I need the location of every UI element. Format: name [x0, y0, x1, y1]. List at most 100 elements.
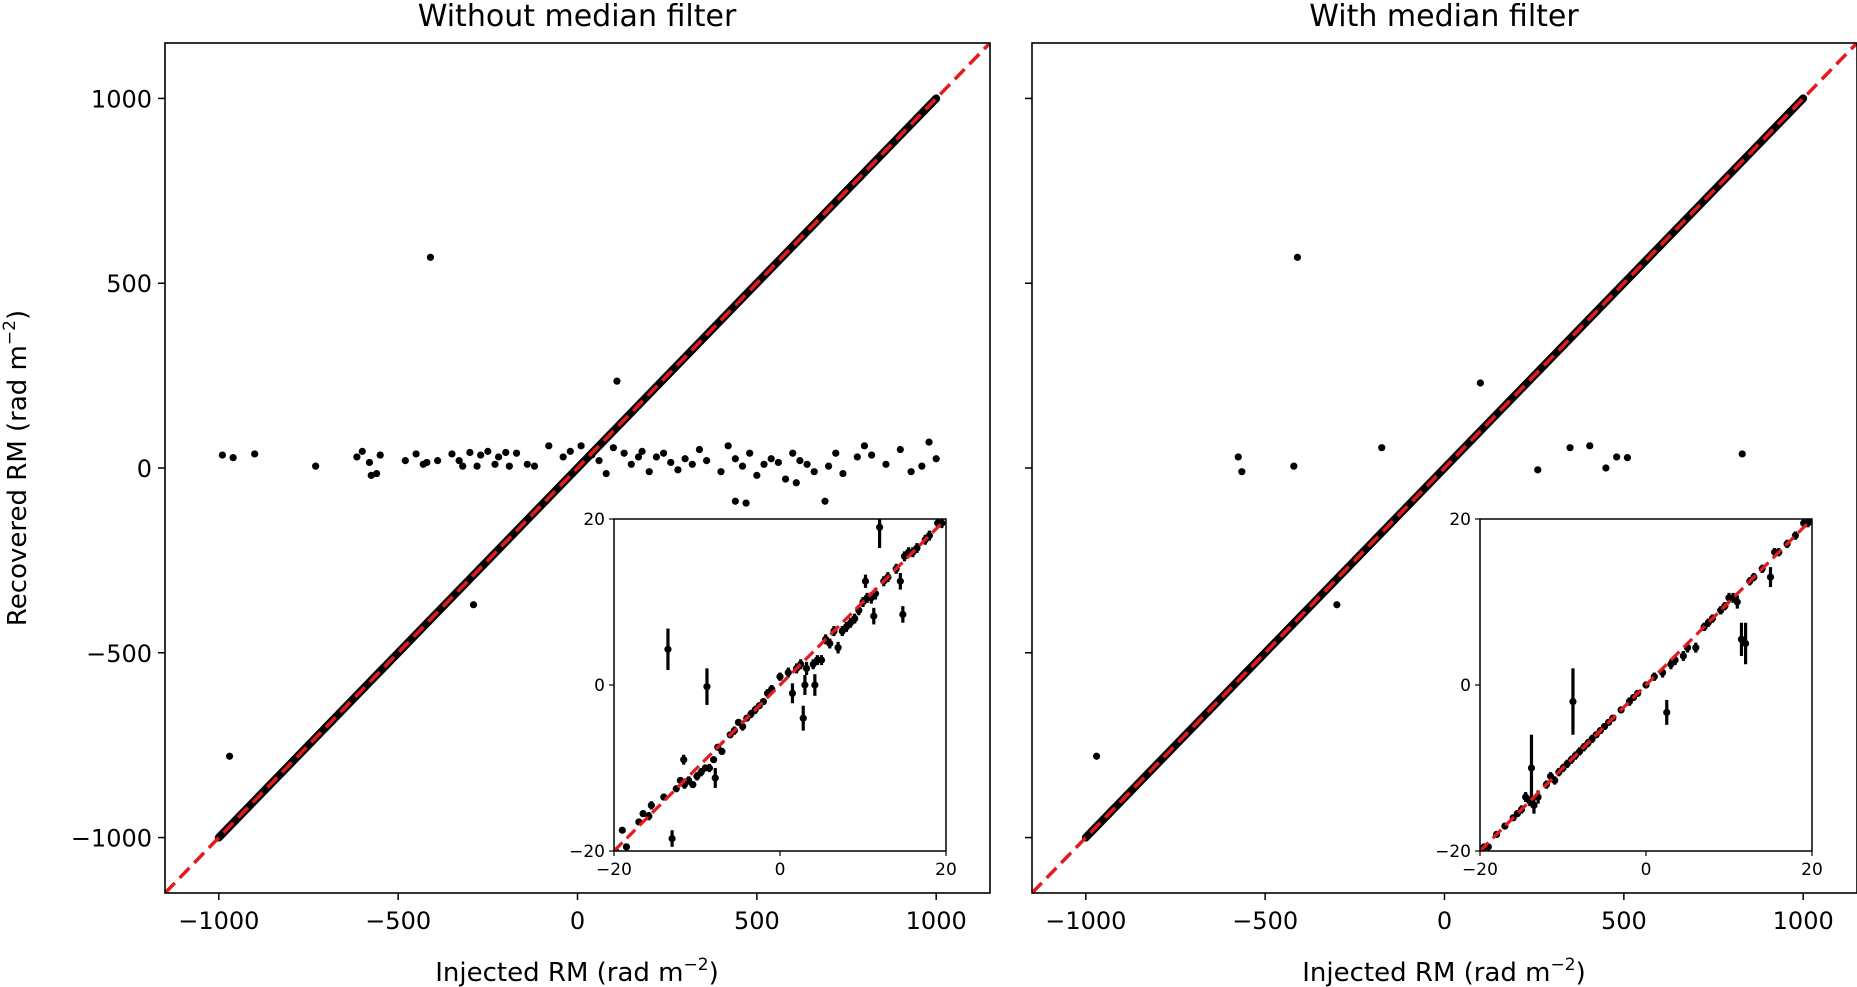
left-outlier-point-11 [412, 450, 420, 458]
left-outlier-point-14 [426, 253, 435, 261]
left-outlier-point-39 [613, 377, 621, 385]
left-inset-point-42 [801, 681, 809, 689]
left-inset-point-2 [622, 843, 631, 851]
left-inset-point-37 [784, 668, 792, 677]
left-inset-point-9 [668, 834, 676, 843]
left-outlier-point-82 [731, 497, 739, 505]
left-outlier-point-61 [774, 458, 782, 467]
right-outlier-point-13 [1623, 454, 1632, 462]
right-inset-point-57 [1766, 573, 1775, 581]
left-outlier-point-23 [484, 447, 492, 455]
left-outlier-point-17 [455, 457, 463, 465]
left-outlier-point-65 [796, 457, 804, 465]
left-outlier-point-74 [868, 451, 876, 459]
right-outlier-point-14 [1738, 450, 1746, 458]
left-inset-x-tick-label-0: −20 [596, 860, 632, 880]
left-outlier-point-6 [365, 458, 374, 467]
right-outlier-point-11 [1602, 464, 1610, 472]
left-outlier-point-37 [602, 469, 610, 478]
left-inset-point-63 [876, 523, 884, 531]
left-inset-point-38 [788, 689, 797, 697]
left-outlier-point-83 [742, 499, 750, 507]
left-outlier-point-62 [781, 475, 790, 483]
left-outlier-point-67 [810, 468, 818, 476]
left-x-tick-label-0: −1000 [178, 907, 259, 935]
left-outlier-point-78 [918, 462, 926, 470]
left-outlier-point-47 [667, 458, 675, 467]
left-inset-point-19 [703, 683, 711, 691]
left-inset-point-21 [710, 756, 718, 764]
y-axis-label: Recovered RM (rad m−2) [0, 310, 33, 626]
right-inset-x-tick-label-2: 20 [1801, 860, 1823, 880]
left-outlier-point-31 [545, 442, 553, 450]
left-inset-point-45 [811, 681, 819, 689]
right-outlier-point-10 [1586, 442, 1594, 450]
left-inset-point-6 [647, 801, 655, 809]
x-axis-label-right-sup: −2 [1551, 955, 1576, 975]
left-outlier-point-44 [645, 468, 653, 476]
left-inset-point-1 [618, 826, 626, 834]
left-outlier-point-48 [674, 466, 682, 474]
left-outlier-point-51 [695, 445, 704, 454]
left-inset-point-58 [861, 577, 870, 585]
left-x-tick-label-3: 500 [734, 907, 780, 935]
left-outlier-point-70 [832, 449, 840, 457]
left-outlier-point-22 [477, 451, 485, 459]
left-inset-point-67 [896, 577, 904, 585]
left-inset-point-47 [817, 656, 826, 664]
right-outlier-point-0 [1092, 752, 1101, 760]
left-outlier-point-20 [469, 601, 478, 609]
y-axis-label-text: Recovered RM (rad m [3, 345, 33, 626]
left-outlier-point-38 [609, 444, 617, 452]
left-outlier-point-43 [638, 447, 646, 455]
left-outlier-point-32 [559, 453, 567, 461]
left-outlier-point-46 [659, 449, 668, 457]
left-outlier-point-28 [512, 449, 521, 457]
right-inset: −20 0 20 −20 0 20 [1435, 510, 1823, 880]
left-outlier-point-69 [824, 462, 833, 470]
left-outlier-point-16 [448, 450, 456, 458]
left-outlier-point-58 [753, 471, 761, 479]
left-outlier-point-19 [466, 448, 474, 457]
left-y-tick-label-3: 500 [106, 270, 152, 298]
right-x-tick-label-1: −500 [1232, 907, 1298, 935]
left-inset-point-41 [799, 714, 807, 722]
y-axis-label-sup: −2 [0, 320, 20, 345]
left-outlier-point-72 [853, 453, 861, 461]
left-x-tick-label-4: 1000 [906, 907, 967, 935]
right-inset-point-15 [1551, 776, 1559, 785]
right-outlier-point-5 [1333, 601, 1341, 609]
x-axis-label-right-text: Injected RM (rad m [1302, 958, 1550, 987]
left-y-tick-label-1: −500 [86, 640, 152, 668]
right-plot-area [1032, 43, 1857, 893]
left-reference-line [165, 43, 990, 893]
right-inset-x-tick-label-1: 0 [1641, 860, 1652, 880]
right-x-tick-label-3: 500 [1601, 907, 1647, 935]
right-x-tick-label-0: −1000 [1045, 907, 1126, 935]
right-inset-reference-line [1480, 519, 1812, 851]
right-inset-plot-area [1480, 519, 1812, 851]
left-outlier-point-49 [681, 455, 689, 463]
left-inset-point-22 [711, 774, 719, 782]
left-outlier-point-42 [634, 453, 643, 461]
x-axis-label-right-close: ) [1576, 958, 1586, 987]
left-inset-plot-area [614, 519, 946, 851]
right-outlier-point-6 [1378, 444, 1386, 452]
x-axis-label-left-sup: −2 [684, 955, 709, 975]
left-inset-y-tick-label-2: 20 [583, 510, 605, 530]
left-inset-y-tick-label-1: 0 [594, 676, 605, 696]
left-outlier-point-36 [595, 457, 603, 465]
x-axis-label-left-text: Injected RM (rad m [435, 958, 683, 987]
left-outlier-point-5 [358, 447, 366, 455]
left-outlier-point-68 [821, 497, 829, 505]
right-inset-point-10 [1527, 764, 1536, 772]
right-inset-point-53 [1742, 639, 1750, 648]
left-outlier-point-40 [620, 449, 628, 457]
right-x-tick-label-2: 0 [1437, 907, 1452, 935]
left-outlier-point-18 [459, 462, 467, 470]
left-inset-point-4 [639, 810, 647, 818]
left-inset-point-36 [776, 673, 784, 681]
left-inset-point-8 [664, 645, 672, 653]
left-outlier-point-30 [530, 462, 539, 470]
